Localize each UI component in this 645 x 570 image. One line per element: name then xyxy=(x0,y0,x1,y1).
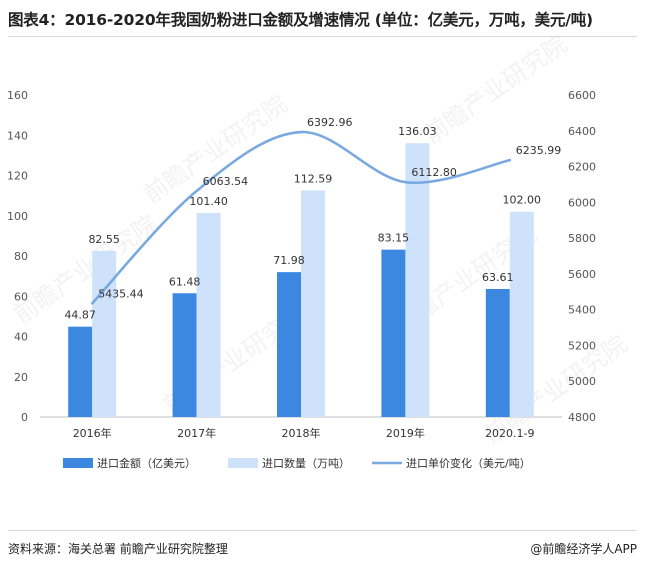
bar-amount xyxy=(381,249,406,417)
legend-swatch-amount xyxy=(63,458,93,468)
label-amount: 83.15 xyxy=(378,232,410,245)
label-amount: 44.87 xyxy=(64,309,96,322)
bar-volume xyxy=(301,190,325,417)
y-right-tick-label: 5800 xyxy=(568,232,596,245)
source-note: 资料来源：海关总署 前瞻产业研究院整理 xyxy=(8,542,228,556)
bars-amount xyxy=(68,249,510,417)
y-right-tick-label: 5200 xyxy=(568,339,596,352)
brand-credit: @前瞻经济学人APP xyxy=(530,542,637,556)
y-right-tick-label: 6600 xyxy=(568,89,596,102)
x-tick-label: 2019年 xyxy=(386,426,425,440)
legend-label-volume: 进口数量（万吨） xyxy=(262,457,350,470)
legend-label-amount: 进口金额（亿美元） xyxy=(97,456,196,470)
price-line-layer xyxy=(90,130,512,305)
price-line xyxy=(90,130,512,305)
label-amount: 63.61 xyxy=(482,271,514,284)
y-right-tick-label: 5000 xyxy=(568,375,596,388)
x-tick-label: 2016年 xyxy=(73,426,112,440)
label-price: 6063.54 xyxy=(203,175,249,188)
title-divider xyxy=(8,36,637,37)
y-left-tick-label: 40 xyxy=(14,331,28,344)
data-labels: 44.87 82.55 61.48 101.40 71.98 112.59 83.15 136… xyxy=(64,116,561,322)
label-price: 5435.44 xyxy=(98,287,144,300)
bar-volume xyxy=(92,250,117,417)
label-price: 6392.96 xyxy=(307,116,353,129)
label-amount: 71.98 xyxy=(273,254,305,267)
y-left-tick-label: 100 xyxy=(7,210,28,223)
label-volume: 136.03 xyxy=(398,125,437,138)
label-volume: 112.59 xyxy=(294,172,333,185)
label-price: 6235.99 xyxy=(516,144,562,157)
chart-legend: 进口金额（亿美元） 进口数量（万吨） 进口单价变化（美元/吨） xyxy=(63,456,531,470)
y-right-tick-label: 6200 xyxy=(568,161,596,174)
chart-title: 图表4：2016-2020年我国奶粉进口金额及增速情况 (单位：亿美元，万吨，美… xyxy=(8,11,593,29)
label-price: 6112.80 xyxy=(411,166,457,179)
x-tick-label: 2018年 xyxy=(282,426,321,440)
y-right-tick-label: 5400 xyxy=(568,304,596,317)
bar-amount xyxy=(172,293,197,417)
y-right-tick-label: 5600 xyxy=(568,268,596,281)
chart-axes: 0 20 40 60 80 100 120 140 160 4800 5000 5200 5400 560… xyxy=(7,89,596,440)
x-tick-label: 2017年 xyxy=(177,426,216,440)
y-left-tick-label: 60 xyxy=(14,290,28,303)
bar-amount xyxy=(68,326,93,417)
bar-volume xyxy=(405,143,430,417)
y-left-tick-label: 160 xyxy=(7,89,28,102)
y-right-tick-label: 6000 xyxy=(568,196,596,209)
footer-divider xyxy=(8,530,637,531)
bar-amount xyxy=(277,272,301,417)
bar-volume xyxy=(196,212,221,417)
label-volume: 102.00 xyxy=(503,194,542,207)
y-left-tick-label: 80 xyxy=(14,250,28,263)
y-left-tick-label: 20 xyxy=(14,371,28,384)
y-left-tick-label: 140 xyxy=(7,129,28,142)
y-left-tick-label: 120 xyxy=(7,170,28,183)
label-amount: 61.48 xyxy=(169,275,201,288)
watermark-text: 前瞻产业研究院 xyxy=(419,36,573,149)
label-volume: 82.55 xyxy=(88,233,120,246)
y-left-tick-label: 0 xyxy=(21,411,28,424)
bar-amount xyxy=(485,288,510,417)
bar-volume xyxy=(509,211,534,417)
legend-swatch-volume xyxy=(228,458,258,468)
y-right-tick-label: 4800 xyxy=(568,411,596,424)
y-right-tick-label: 6400 xyxy=(568,125,596,138)
x-tick-label: 2020.1-9 xyxy=(485,427,534,440)
legend-label-price: 进口单价变化（美元/吨） xyxy=(406,456,531,470)
watermark-text: 前瞻产业研究院 xyxy=(139,90,293,209)
label-volume: 101.40 xyxy=(189,195,228,208)
